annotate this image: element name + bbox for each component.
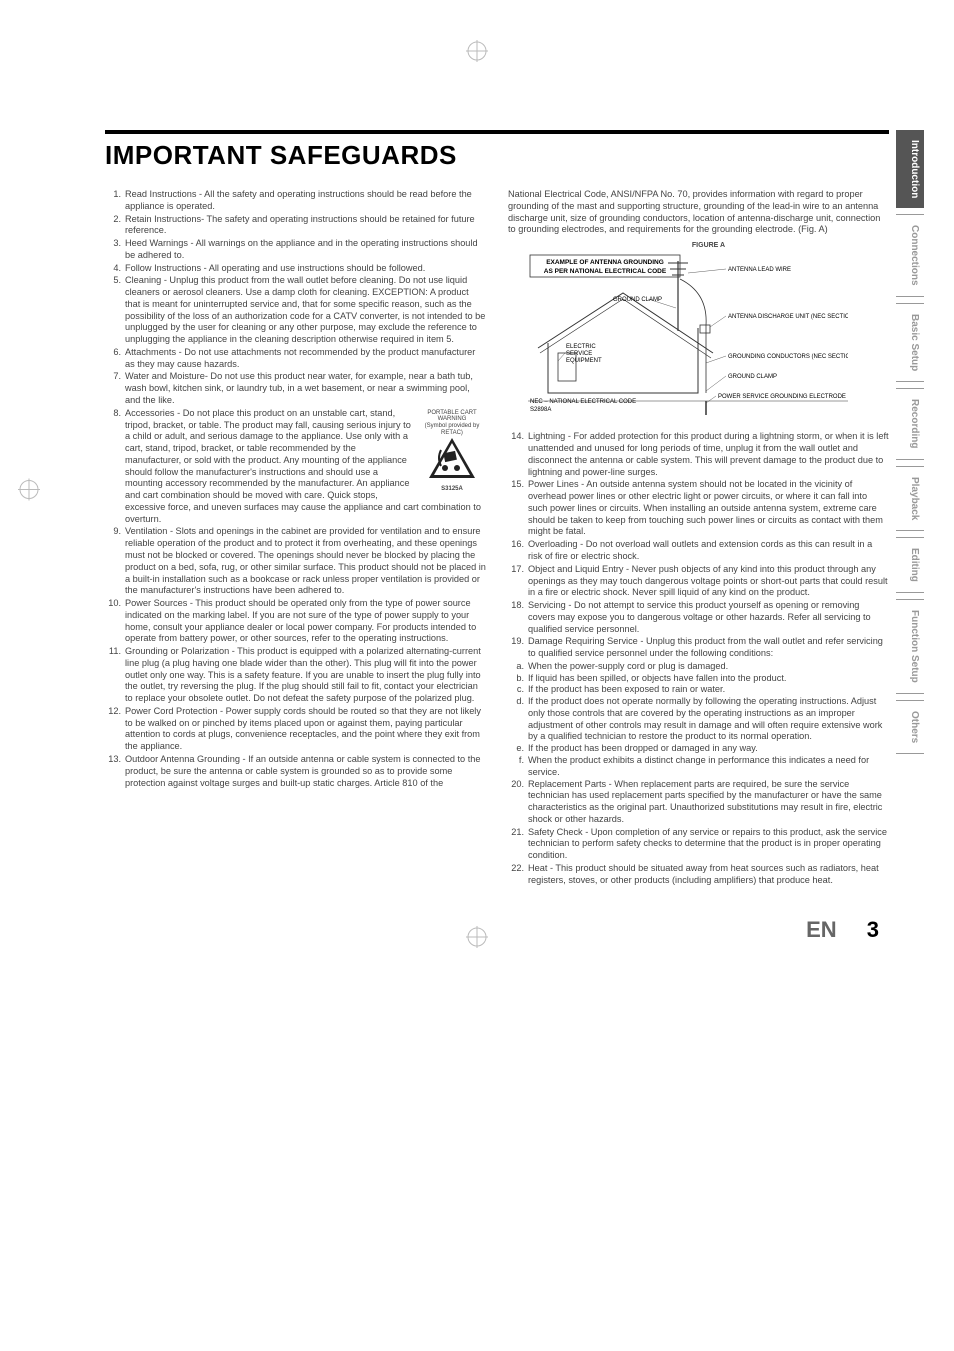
condition-item: When the product exhibits a distinct cha… [508, 755, 889, 779]
damage-conditions-list: When the power-supply cord or plug is da… [508, 661, 889, 779]
page-title: IMPORTANT SAFEGUARDS [105, 140, 889, 171]
fig-label: GROUND CLAMP [613, 297, 662, 303]
safeguard-item: Power Lines - An outside antenna system … [508, 479, 889, 538]
safeguard-item: Ventilation - Slots and openings in the … [105, 526, 486, 597]
section-tab[interactable]: Introduction [896, 130, 924, 208]
fig-box-line2: AS PER NATIONAL ELECTRICAL CODE [544, 268, 667, 275]
safeguard-item: Damage Requiring Service - Unplug this p… [508, 636, 889, 660]
safeguard-item: Attachments - Do not use attachments not… [105, 347, 486, 371]
safeguard-item: Water and Moisture- Do not use this prod… [105, 371, 486, 406]
section-tab[interactable]: Playback [896, 466, 924, 531]
fig-label: EQUIPMENT [566, 358, 602, 364]
crop-mark-icon [466, 926, 488, 953]
left-column: Read Instructions - All the safety and o… [105, 189, 486, 887]
section-tab[interactable]: Others [896, 700, 924, 754]
condition-item: When the power-supply cord or plug is da… [508, 661, 889, 673]
page-footer: EN 3 [105, 917, 889, 943]
safeguard-item: Follow Instructions - All operating and … [105, 263, 486, 275]
safeguard-item: Retain Instructions- The safety and oper… [105, 214, 486, 238]
safeguard-item: Power Sources - This product should be o… [105, 598, 486, 645]
content-columns: Read Instructions - All the safety and o… [105, 189, 889, 887]
fig-label: ANTENNA LEAD WIRE [728, 267, 791, 273]
fig-label: ELECTRIC [566, 344, 596, 350]
safeguard-item: Read Instructions - All the safety and o… [105, 189, 486, 213]
antenna-grounding-figure: FIGURE A EXAMPLE OF ANTENNA GROUNDING AS… [528, 242, 889, 421]
condition-item: If the product has been exposed to rain … [508, 684, 889, 696]
fig-box-line1: EXAMPLE OF ANTENNA GROUNDING [546, 259, 664, 266]
safeguard-item: Heat - This product should be situated a… [508, 863, 889, 887]
figure-title: FIGURE A [528, 242, 889, 251]
section-tab[interactable]: Function Setup [896, 599, 924, 694]
safeguard-item: Safety Check - Upon completion of any se… [508, 827, 889, 862]
fig-label: POWER SERVICE GROUNDING ELECTRODE SYSTEM… [718, 394, 848, 400]
safeguard-item: Outdoor Antenna Grounding - If an outsid… [105, 754, 486, 789]
safeguard-item: PORTABLE CART WARNING(Symbol provided by… [105, 408, 486, 526]
condition-item: If liquid has been spilled, or objects h… [508, 673, 889, 685]
column-intro-text: National Electrical Code, ANSI/NFPA No. … [508, 189, 889, 236]
safeguard-item: Servicing - Do not attempt to service th… [508, 600, 889, 635]
footer-language: EN [806, 917, 837, 942]
footer-page-number: 3 [867, 917, 879, 942]
safeguard-item: Replacement Parts - When replacement par… [508, 779, 889, 826]
fig-label: GROUNDING CONDUCTORS (NEC SECTION 810-21… [728, 354, 848, 360]
safeguard-item: Power Cord Protection - Power supply cor… [105, 706, 486, 753]
fig-label: S2898A [530, 407, 551, 413]
fig-label: ANTENNA DISCHARGE UNIT (NEC SECTION 810-… [728, 314, 848, 320]
safeguard-item: Lightning - For added protection for thi… [508, 431, 889, 478]
safeguard-item: Cleaning - Unplug this product from the … [105, 275, 486, 346]
safeguard-item: Object and Liquid Entry - Never push obj… [508, 564, 889, 599]
safeguard-item: Overloading - Do not overload wall outle… [508, 539, 889, 563]
fig-label: GROUND CLAMP [728, 374, 777, 380]
section-tabs: Introduction Connections Basic Setup Record… [896, 130, 924, 754]
condition-item: If the product has been dropped or damag… [508, 743, 889, 755]
condition-item: If the product does not operate normally… [508, 696, 889, 743]
section-tab[interactable]: Editing [896, 537, 924, 593]
safeguard-item: Grounding or Polarization - This product… [105, 646, 486, 705]
crop-mark-icon [466, 40, 488, 67]
safeguard-item: Heed Warnings - All warnings on the appl… [105, 238, 486, 262]
section-tab[interactable]: Basic Setup [896, 303, 924, 382]
fig-label: SERVICE [566, 351, 592, 357]
fig-label: NEC – NATIONAL ELECTRICAL CODE [530, 399, 636, 405]
title-bar: IMPORTANT SAFEGUARDS [105, 130, 889, 171]
portable-cart-warning-icon: PORTABLE CART WARNING(Symbol provided by… [418, 410, 486, 493]
section-tab[interactable]: Recording [896, 388, 924, 459]
crop-mark-icon [18, 478, 40, 505]
right-column: National Electrical Code, ANSI/NFPA No. … [508, 189, 889, 887]
section-tab[interactable]: Connections [896, 214, 924, 297]
